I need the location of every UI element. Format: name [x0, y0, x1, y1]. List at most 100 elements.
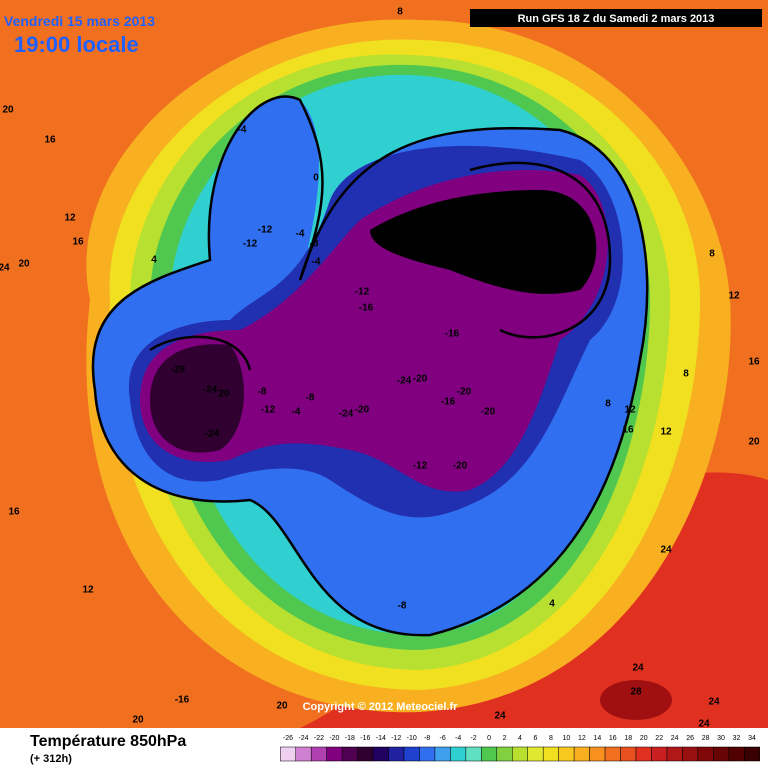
contour-label: -24 — [485, 220, 500, 231]
time: 19:00 locale — [14, 32, 139, 57]
scale-swatch — [697, 746, 714, 762]
scale-swatch — [341, 746, 358, 762]
color-scale: -26 -24 -22 -20 -18 -16 -14 -12 -10 -8 -6 -4 -2 0 2 4 6 8… — [280, 735, 760, 762]
scale-tick-label: -18 — [345, 735, 355, 742]
scale-tick-label: 22 — [655, 735, 663, 742]
contour-label: 8 — [605, 399, 611, 410]
hot-core — [600, 680, 672, 720]
scale-tick-label: -12 — [391, 735, 401, 742]
scale-swatch — [527, 746, 544, 762]
contour-label: 24 — [0, 263, 10, 274]
scale-tick-label: -16 — [360, 735, 370, 742]
scale-swatch — [450, 746, 467, 762]
contour-label: 4 — [151, 255, 157, 266]
zero-contour — [91, 95, 649, 637]
run: Run GFS 18 Z du Samedi 2 mars 2013 — [518, 13, 715, 25]
contour-label: -12 — [261, 405, 276, 416]
contour-label: 4 — [549, 599, 555, 610]
scale-swatch — [434, 746, 451, 762]
contour-label: -8 — [310, 239, 319, 250]
date: Vendredi 15 mars 2013 — [4, 13, 155, 29]
scale-swatch — [512, 746, 528, 762]
scale-tick-label: 6 — [534, 735, 538, 742]
scale-swatch — [542, 746, 559, 762]
scale-swatch — [573, 746, 590, 762]
contour-label: 20 — [18, 259, 30, 270]
contour-label: 12 — [728, 291, 740, 302]
scale-swatch — [419, 746, 436, 762]
contour-label: 12 — [64, 213, 76, 224]
contour-label: -4 — [292, 407, 301, 418]
contour-label: 16 — [748, 357, 760, 368]
scale-swatch — [713, 746, 730, 762]
contour-label: -8 — [398, 601, 407, 612]
scale-swatch — [481, 746, 498, 762]
scale-tick-label: -6 — [440, 735, 446, 742]
contour-label: 24 — [494, 711, 506, 722]
scale-swatch — [465, 746, 482, 762]
scale-tick-label: 4 — [518, 735, 522, 742]
contour-label: -20 — [453, 461, 468, 472]
scale-swatch — [589, 746, 606, 762]
contour-label: 24 — [698, 719, 710, 730]
scale-tick-label: 0 — [487, 735, 491, 742]
contour-label: 16 — [44, 135, 56, 146]
scale-swatch — [682, 746, 699, 762]
contour-label: -4 — [312, 257, 321, 268]
scale-swatch — [651, 746, 668, 762]
contour-label: -32 — [525, 229, 540, 240]
scale-swatch — [635, 746, 652, 762]
contour-label: -12 — [355, 287, 370, 298]
contour-label: -12 — [413, 461, 428, 472]
scale-tick-label: 2 — [503, 735, 507, 742]
contour-label: -20 — [355, 405, 370, 416]
contour-label: -8 — [258, 387, 267, 398]
contour-label: 12 — [660, 427, 672, 438]
contour-label: -24 — [205, 429, 220, 440]
contour-label: -8 — [306, 393, 315, 404]
scale-swatch — [604, 746, 621, 762]
contour-label: -24 — [339, 409, 354, 420]
scale-swatch — [496, 746, 513, 762]
contour-label: 24 — [632, 663, 644, 674]
footer-title: Température 850hPa — [30, 733, 186, 750]
run-box — [470, 9, 762, 27]
contour-label: -12 — [258, 225, 273, 236]
contour-label: -28 — [403, 225, 418, 236]
scale-swatch — [372, 746, 389, 762]
scale-swatch — [310, 746, 327, 762]
scale-tick-label: -24 — [298, 735, 308, 742]
scale-tick-label: -4 — [455, 735, 461, 742]
scale-swatch — [357, 746, 374, 762]
contour-label: 8 — [397, 7, 403, 18]
scale-swatch — [326, 746, 343, 762]
contour-label: 8 — [683, 369, 689, 380]
contour-label: 8 — [709, 249, 715, 260]
scale-tick-label: 32 — [733, 735, 741, 742]
contour-label: -20 — [413, 374, 428, 385]
contour-label: 12 — [624, 405, 636, 416]
contour-label: -20 — [457, 387, 472, 398]
contour-label: 20 — [2, 105, 14, 116]
contour-label: -12 — [243, 239, 258, 250]
scale-swatch — [558, 746, 575, 762]
scale-tick-label: 24 — [671, 735, 679, 742]
cold-core-west — [150, 344, 244, 453]
scale-tick-label: 18 — [624, 735, 632, 742]
scale-tick-label: -14 — [376, 735, 386, 742]
scale-tick-label: -26 — [283, 735, 293, 742]
contour-label: -4 — [296, 229, 305, 240]
scale-tick-label: 16 — [609, 735, 617, 742]
contour-label: -20 — [481, 211, 496, 222]
contour-label: 20 — [748, 437, 760, 448]
cold-core-east — [370, 190, 597, 294]
scale-tick-label: 20 — [640, 735, 648, 742]
footer-lead: (+ 312h) — [30, 753, 72, 765]
scale-tick-label: 26 — [686, 735, 694, 742]
scale-swatch — [403, 746, 420, 762]
contour-label: 16 — [72, 237, 84, 248]
contour-label: 12 — [82, 585, 94, 596]
scale-swatch — [620, 746, 637, 762]
